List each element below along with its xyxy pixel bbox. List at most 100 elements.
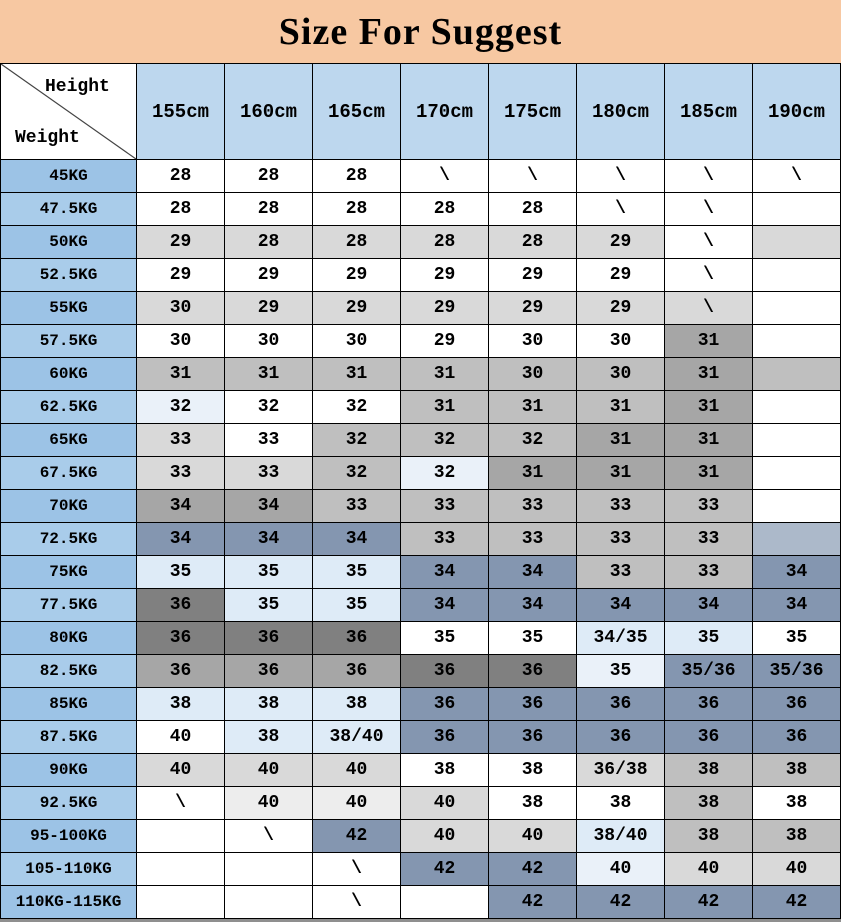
size-cell: 40 [136,753,225,787]
size-cell: 36 [576,687,665,721]
size-cell: 34/35 [576,621,665,655]
size-cell: 33 [312,489,401,523]
weight-label: 47.5KG [0,192,137,226]
size-cell: 33 [664,555,753,589]
size-cell: 30 [224,324,313,358]
corner-height-label: Height [45,77,110,97]
size-cell: 35/36 [664,654,753,688]
column-header: 155cm [136,63,225,160]
size-cell: 32 [136,390,225,424]
column-header: 185cm [664,63,753,160]
size-cell [136,819,225,853]
size-cell: 38 [488,753,577,787]
size-cell: \ [664,159,753,193]
size-cell: 34 [224,522,313,556]
size-cell: 35 [664,621,753,655]
size-cell: \ [312,852,401,886]
size-cell: 30 [488,357,577,391]
table-row: 80KG 36 36 36 35 35 34/35 35 35 [0,621,841,655]
size-cell: 36 [752,687,841,721]
table-row: 87.5KG 40 38 38/40 36 36 36 36 36 [0,720,841,754]
size-cell: 40 [576,852,665,886]
size-cell: 40 [136,720,225,754]
weight-label: 85KG [0,687,137,721]
size-cell [224,885,313,919]
weight-label: 75KG [0,555,137,589]
bottom-strip [0,919,841,922]
table-row: 75KG 35 35 35 34 34 33 33 34 [0,555,841,589]
column-header: 190cm [752,63,841,160]
size-cell: 30 [312,324,401,358]
size-cell: 42 [752,885,841,919]
size-cell: 29 [576,291,665,325]
size-cell: 35 [136,555,225,589]
size-cell: 34 [752,588,841,622]
size-cell: 38 [664,819,753,853]
size-cell: 34 [752,555,841,589]
weight-label: 52.5KG [0,258,137,292]
size-cell: 31 [488,456,577,490]
size-cell: 31 [576,456,665,490]
size-cell: 34 [136,489,225,523]
size-cell: 38 [224,720,313,754]
size-cell: 38 [136,687,225,721]
size-cell: 33 [136,423,225,457]
size-cell: 33 [488,489,577,523]
size-cell: 38 [752,819,841,853]
table-head: Height Weight 155cm 160cm 165cm 170cm 175cm 1… [0,63,841,160]
column-header: 160cm [224,63,313,160]
size-cell: 36 [224,654,313,688]
size-cell: 42 [488,852,577,886]
size-cell: 32 [400,456,489,490]
size-cell: 28 [224,192,313,226]
size-cell: \ [312,885,401,919]
size-cell [752,258,841,292]
size-cell: 34 [664,588,753,622]
size-cell: 28 [312,192,401,226]
size-cell: 32 [488,423,577,457]
size-cell: 29 [312,258,401,292]
size-cell: \ [664,258,753,292]
size-cell: 32 [312,423,401,457]
size-cell: 29 [400,291,489,325]
size-cell: 35 [312,588,401,622]
size-cell: 36 [664,720,753,754]
size-cell: 36 [136,654,225,688]
size-cell [752,522,841,556]
weight-label: 87.5KG [0,720,137,754]
size-cell [752,489,841,523]
size-cell: 35/36 [752,654,841,688]
table-row: 85KG 38 38 38 36 36 36 36 36 [0,687,841,721]
size-cell: 36 [312,621,401,655]
table-row: 55KG 30 29 29 29 29 29 \ [0,291,841,325]
size-cell: \ [664,291,753,325]
column-header: 180cm [576,63,665,160]
size-cell: 31 [576,423,665,457]
weight-label: 57.5KG [0,324,137,358]
size-cell: 31 [400,390,489,424]
size-cell: 29 [224,291,313,325]
size-cell: 33 [664,489,753,523]
size-cell: 29 [136,225,225,259]
size-cell [752,192,841,226]
size-cell: 36 [224,621,313,655]
weight-label: 92.5KG [0,786,137,820]
corner-diagonal-line [1,64,136,159]
size-cell: 31 [400,357,489,391]
size-cell [752,423,841,457]
size-cell: 40 [224,786,313,820]
size-cell: 36/38 [576,753,665,787]
table-row: 82.5KG 36 36 36 36 36 35 35/36 35/36 [0,654,841,688]
size-cell: 34 [488,588,577,622]
size-cell: 38/40 [576,819,665,853]
size-cell: 29 [136,258,225,292]
size-cell: 38 [664,753,753,787]
size-cell: 32 [312,456,401,490]
page-title: Size For Suggest [278,10,563,53]
size-cell: \ [664,225,753,259]
size-cell: \ [664,192,753,226]
table-row: 110KG-115KG \ 42 42 42 42 [0,885,841,919]
size-cell: 36 [488,687,577,721]
size-cell [752,390,841,424]
size-cell: 36 [400,654,489,688]
